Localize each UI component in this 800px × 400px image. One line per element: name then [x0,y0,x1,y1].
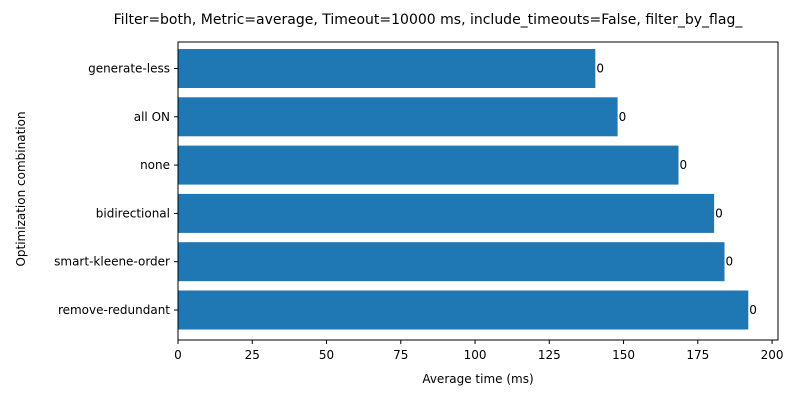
x-tick-label: 25 [245,348,260,362]
bar-value-label: 0 [749,303,757,317]
y-axis: generate-less all ON none bidirectional smar… [54,62,178,317]
y-tick-label: none [140,158,170,172]
bars-group [178,49,749,330]
x-tick-label: 100 [464,348,487,362]
y-tick-label: generate-less [88,62,170,76]
data-labels-group: 0 0 0 0 0 0 [596,62,757,318]
x-axis-label: Average time (ms) [422,372,533,386]
x-axis: 0 25 50 75 100 125 150 175 200 [174,340,784,362]
bar-2 [178,145,679,185]
bar-value-label: 0 [715,206,723,220]
bar-4 [178,242,725,282]
bar-3 [178,193,715,233]
x-tick-label: 0 [174,348,182,362]
bar-value-label: 0 [726,255,734,269]
x-tick-label: 175 [686,348,709,362]
y-tick-label: all ON [134,110,170,124]
bar-value-label: 0 [619,110,627,124]
y-tick-label: remove-redundant [58,303,170,317]
y-axis-label: Optimization combination [14,111,28,266]
bar-0 [178,49,596,88]
x-tick-label: 50 [319,348,334,362]
x-tick-label: 75 [393,348,408,362]
y-tick-label: smart-kleene-order [54,255,170,269]
bar-5 [178,290,749,330]
x-tick-label: 200 [761,348,784,362]
x-tick-label: 125 [538,348,561,362]
bar-value-label: 0 [596,62,604,76]
y-tick-label: bidirectional [96,206,170,220]
bar-1 [178,97,618,137]
chart-title: Filter=both, Metric=average, Timeout=100… [114,12,744,28]
plot-frame [177,41,779,341]
x-tick-label: 150 [612,348,635,362]
bar-value-label: 0 [679,158,687,172]
